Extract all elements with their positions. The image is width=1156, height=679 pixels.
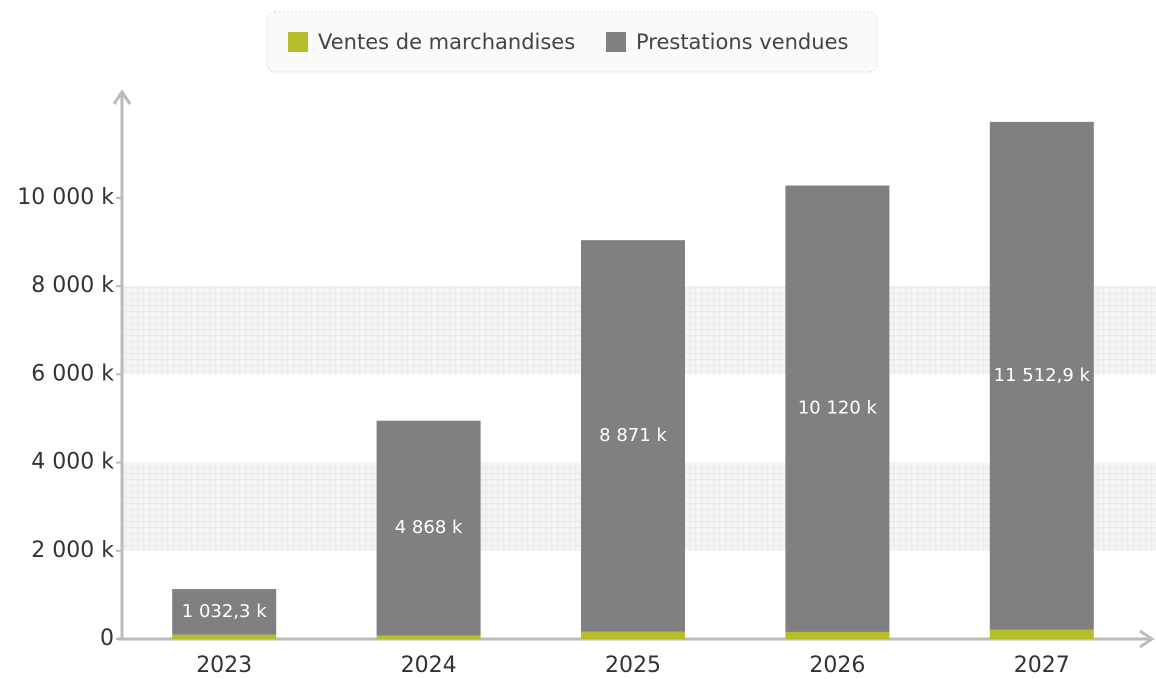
bar-segment (785, 631, 890, 639)
bar-segment (581, 240, 685, 632)
y-tick-label: 8 000 k (31, 273, 114, 298)
bar-segment (376, 635, 481, 639)
x-tick-label: 2023 (196, 653, 252, 678)
bar-segment (376, 420, 481, 636)
bar-segment (581, 631, 685, 639)
bar-segment (785, 185, 890, 632)
legend-swatch (288, 32, 308, 52)
x-tick-label: 2026 (809, 653, 865, 678)
legend-label: Ventes de marchandises (318, 30, 575, 54)
y-tick-label: 6 000 k (31, 361, 114, 386)
data-label: 1 032,3 k (182, 601, 267, 622)
data-label: 8 871 k (599, 425, 667, 446)
x-tick-label: 2027 (1014, 653, 1070, 678)
y-tick-label: 10 000 k (17, 185, 114, 210)
y-axis-arrow (112, 89, 132, 105)
bar-segment (172, 589, 277, 635)
data-label: 10 120 k (798, 398, 878, 419)
bar-segment (989, 629, 1094, 639)
y-tick-label: 4 000 k (31, 450, 114, 475)
y-tick-label: 0 (100, 626, 114, 651)
legend-swatch (606, 32, 626, 52)
x-tick-label: 2025 (605, 653, 661, 678)
bar-segment (172, 634, 277, 639)
data-label: 4 868 k (395, 517, 463, 538)
data-label: 11 512,9 k (994, 365, 1091, 386)
x-axis-arrow (1139, 629, 1155, 649)
legend-box (266, 11, 878, 73)
y-tick-label: 2 000 k (31, 538, 114, 563)
bar-segment (989, 121, 1094, 630)
x-tick-label: 2024 (401, 653, 457, 678)
legend-label: Prestations vendues (636, 30, 848, 54)
